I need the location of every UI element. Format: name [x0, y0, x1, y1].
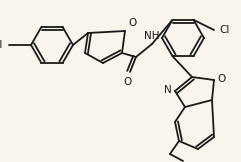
Text: O: O	[124, 77, 132, 87]
Text: N: N	[164, 85, 172, 95]
Text: O: O	[128, 18, 136, 28]
Text: Cl: Cl	[0, 40, 3, 50]
Text: NH: NH	[144, 31, 160, 41]
Text: Cl: Cl	[219, 25, 229, 35]
Text: O: O	[217, 74, 225, 84]
